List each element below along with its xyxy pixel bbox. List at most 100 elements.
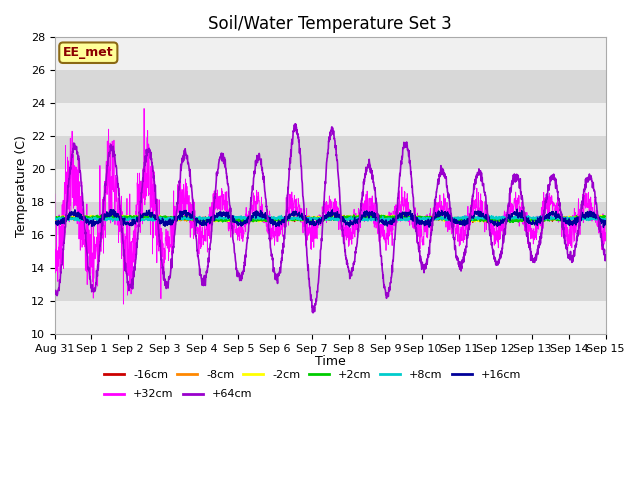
-2cm bbox=[554, 216, 561, 222]
+8cm bbox=[346, 216, 354, 222]
-16cm bbox=[554, 217, 561, 223]
+2cm bbox=[51, 216, 59, 221]
+16cm bbox=[205, 218, 212, 224]
-2cm bbox=[491, 217, 499, 223]
+2cm bbox=[108, 212, 115, 217]
+16cm bbox=[600, 225, 607, 230]
-2cm bbox=[111, 212, 118, 217]
Line: +16cm: +16cm bbox=[55, 209, 605, 228]
+2cm bbox=[554, 216, 561, 222]
+2cm bbox=[346, 216, 354, 221]
-8cm bbox=[51, 216, 59, 222]
-8cm bbox=[205, 216, 212, 222]
+16cm bbox=[569, 222, 577, 228]
-8cm bbox=[554, 215, 561, 220]
+32cm bbox=[347, 225, 355, 231]
+64cm bbox=[309, 310, 317, 316]
Text: EE_met: EE_met bbox=[63, 46, 114, 59]
-2cm bbox=[346, 215, 354, 220]
-8cm bbox=[569, 215, 577, 221]
Line: +64cm: +64cm bbox=[55, 124, 605, 313]
+8cm bbox=[51, 216, 59, 221]
+64cm bbox=[569, 258, 577, 264]
+64cm bbox=[554, 190, 561, 195]
-2cm bbox=[51, 216, 59, 222]
+8cm bbox=[491, 215, 499, 220]
+8cm bbox=[602, 216, 609, 222]
+64cm bbox=[291, 121, 299, 127]
Bar bbox=[55, 202, 605, 235]
Title: Soil/Water Temperature Set 3: Soil/Water Temperature Set 3 bbox=[209, 15, 452, 33]
Line: -16cm: -16cm bbox=[55, 215, 605, 222]
+16cm bbox=[51, 220, 59, 226]
-16cm bbox=[602, 215, 609, 220]
+2cm bbox=[602, 214, 609, 219]
+64cm bbox=[205, 255, 212, 261]
Y-axis label: Temperature (C): Temperature (C) bbox=[15, 135, 28, 237]
Legend: +32cm, +64cm: +32cm, +64cm bbox=[104, 389, 252, 399]
-8cm bbox=[346, 213, 354, 219]
Line: -8cm: -8cm bbox=[55, 215, 605, 222]
+64cm bbox=[602, 256, 609, 262]
+64cm bbox=[347, 272, 355, 277]
+32cm bbox=[602, 233, 609, 239]
+2cm bbox=[358, 214, 366, 220]
+64cm bbox=[491, 254, 499, 260]
Bar bbox=[55, 169, 605, 202]
-16cm bbox=[569, 215, 577, 221]
+16cm bbox=[358, 215, 366, 220]
Line: +8cm: +8cm bbox=[55, 216, 605, 222]
+32cm bbox=[491, 238, 499, 243]
+8cm bbox=[83, 219, 91, 225]
+8cm bbox=[520, 213, 527, 218]
-16cm bbox=[358, 216, 366, 222]
-2cm bbox=[358, 215, 366, 220]
+8cm bbox=[358, 216, 366, 222]
+32cm bbox=[569, 212, 577, 218]
-8cm bbox=[350, 212, 358, 218]
+2cm bbox=[491, 217, 499, 223]
+64cm bbox=[358, 189, 366, 195]
-16cm bbox=[51, 216, 59, 222]
-16cm bbox=[205, 216, 212, 222]
+32cm bbox=[554, 196, 561, 202]
Line: -2cm: -2cm bbox=[55, 215, 605, 222]
-2cm bbox=[602, 216, 609, 222]
Bar bbox=[55, 136, 605, 169]
+64cm bbox=[51, 289, 59, 295]
+2cm bbox=[506, 219, 514, 225]
-2cm bbox=[569, 214, 577, 220]
Bar bbox=[55, 103, 605, 136]
-8cm bbox=[491, 217, 499, 223]
-16cm bbox=[117, 212, 125, 218]
+8cm bbox=[554, 215, 561, 220]
+2cm bbox=[569, 216, 577, 222]
-8cm bbox=[358, 214, 366, 219]
+32cm bbox=[120, 301, 127, 307]
+16cm bbox=[602, 218, 609, 224]
-16cm bbox=[491, 217, 499, 223]
+32cm bbox=[358, 204, 366, 210]
Bar bbox=[55, 301, 605, 334]
+32cm bbox=[140, 106, 148, 111]
Bar bbox=[55, 37, 605, 70]
Line: +32cm: +32cm bbox=[55, 108, 605, 304]
X-axis label: Time: Time bbox=[315, 355, 346, 368]
+16cm bbox=[513, 206, 521, 212]
Bar bbox=[55, 70, 605, 103]
-8cm bbox=[602, 215, 609, 220]
-2cm bbox=[205, 216, 212, 221]
-16cm bbox=[469, 219, 477, 225]
Bar bbox=[55, 268, 605, 301]
+16cm bbox=[554, 215, 561, 220]
+2cm bbox=[205, 216, 212, 222]
-2cm bbox=[486, 219, 493, 225]
+16cm bbox=[490, 223, 498, 228]
+32cm bbox=[205, 224, 212, 230]
Bar bbox=[55, 235, 605, 268]
+32cm bbox=[51, 192, 59, 197]
+16cm bbox=[346, 222, 354, 228]
-8cm bbox=[483, 219, 491, 225]
Line: +2cm: +2cm bbox=[55, 215, 605, 222]
-16cm bbox=[346, 215, 354, 221]
